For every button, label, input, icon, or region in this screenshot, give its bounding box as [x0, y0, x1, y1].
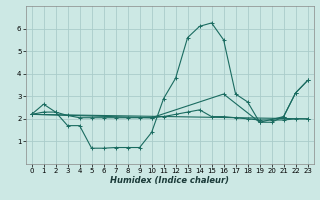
X-axis label: Humidex (Indice chaleur): Humidex (Indice chaleur) [110, 176, 229, 185]
